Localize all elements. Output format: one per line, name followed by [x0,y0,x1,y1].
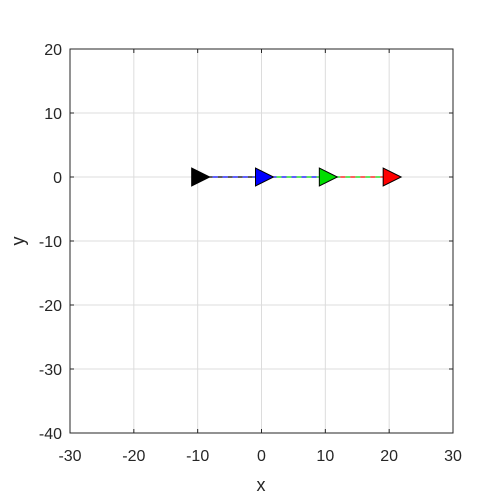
x-tick-label: 0 [257,448,266,465]
x-tick-label: -20 [122,448,145,465]
x-tick-label: -10 [186,448,209,465]
tick-labels: -30 -20 -10 0 10 20 30 20 10 0 -10 -20 -30 -40 [39,42,462,465]
y-tick-label: -30 [39,362,62,379]
y-axis-label: y [8,237,28,246]
y-tick-label: -10 [39,234,62,251]
x-tick-label: 20 [380,448,398,465]
y-tick-label: 10 [44,106,62,123]
point-dot [385,173,394,181]
x-tick-label: 30 [444,448,462,465]
point-dot [321,173,330,181]
y-tick-label: 0 [53,170,62,187]
markers [191,167,403,187]
ticks [69,48,454,434]
point-dot [257,173,266,181]
x-tick-label: -30 [58,448,81,465]
point-dot [193,173,202,181]
y-tick-label: -40 [39,426,62,443]
x-axis-label: x [257,475,266,495]
x-tick-label: 10 [316,448,334,465]
y-tick-label: -20 [39,298,62,315]
y-tick-label: 20 [44,42,62,59]
